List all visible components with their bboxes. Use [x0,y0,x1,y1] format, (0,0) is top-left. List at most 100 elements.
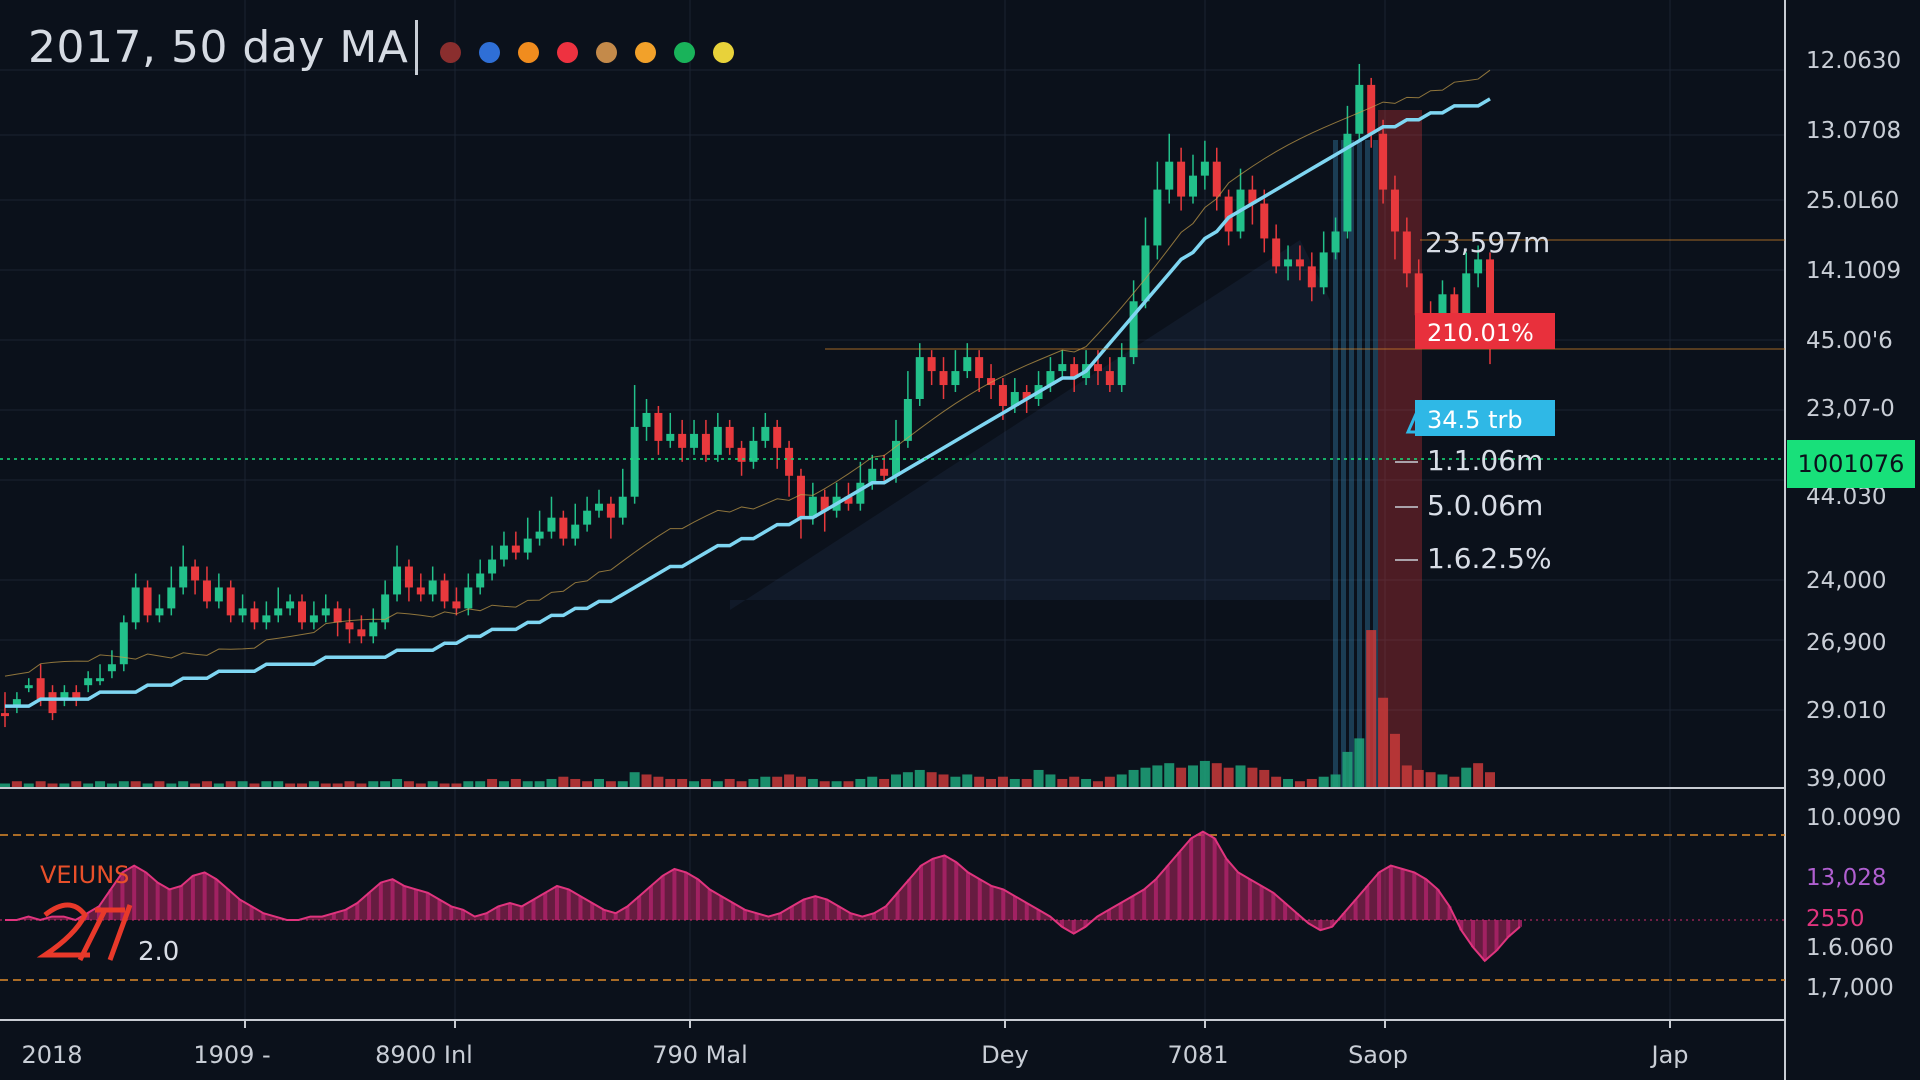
candle[interactable] [1284,245,1293,281]
candle[interactable] [1058,350,1067,379]
candle[interactable] [476,559,485,595]
candle[interactable] [1462,252,1471,323]
candle[interactable] [298,594,306,630]
candle[interactable] [1070,357,1079,393]
candle[interactable] [606,496,615,539]
candle[interactable] [250,601,259,630]
candle[interactable] [654,405,663,455]
candle[interactable] [1189,154,1197,204]
candle[interactable] [547,496,556,539]
candle[interactable] [1,692,9,728]
candlesticks[interactable] [1,63,1494,728]
candle[interactable] [951,350,960,393]
candle[interactable] [1307,252,1316,302]
candle[interactable] [499,531,508,567]
candle[interactable] [309,601,318,630]
candle[interactable] [440,573,449,609]
candle[interactable] [416,573,425,602]
candle[interactable] [630,385,639,504]
candle[interactable] [369,608,378,644]
candle[interactable] [84,671,93,693]
candle[interactable] [345,608,354,644]
candle[interactable] [428,566,437,602]
candle[interactable] [595,489,603,518]
candle[interactable] [488,545,497,581]
candle[interactable] [262,601,271,630]
candle[interactable] [452,587,461,616]
candle[interactable] [796,468,805,539]
legend-dot-6[interactable] [635,42,656,63]
candle[interactable] [1212,147,1221,211]
candle[interactable] [214,573,223,609]
candle[interactable] [535,510,544,546]
legend-dot-8[interactable] [713,42,734,63]
candle[interactable] [143,580,152,623]
candle[interactable] [618,468,627,525]
candle[interactable] [915,343,924,406]
candle[interactable] [393,545,402,602]
candle[interactable] [1295,245,1304,281]
candle[interactable] [24,678,33,693]
candle[interactable] [749,426,758,469]
candle[interactable] [678,419,687,462]
candle[interactable] [404,559,413,602]
legend-dot-1[interactable] [440,42,461,63]
candle[interactable] [701,419,710,462]
candle[interactable] [286,594,295,616]
candle[interactable] [1343,105,1352,239]
legend-dot-3[interactable] [518,42,539,63]
candle[interactable] [96,664,105,686]
candle[interactable] [1129,280,1138,365]
candle[interactable] [60,685,69,707]
candle[interactable] [725,419,734,455]
legend-dot-2[interactable] [479,42,500,63]
candle[interactable] [12,692,21,714]
candle[interactable] [785,440,794,497]
candle[interactable] [1319,231,1328,295]
candle[interactable] [523,517,532,560]
candle[interactable] [1177,147,1186,211]
candle[interactable] [1105,357,1114,393]
candle[interactable] [1331,217,1340,260]
candle[interactable] [119,615,128,672]
candle[interactable] [583,496,592,532]
candle[interactable] [1141,217,1150,309]
candle[interactable] [559,510,568,546]
candle[interactable] [761,412,770,448]
candle[interactable] [333,601,342,637]
color-legend[interactable] [440,42,734,63]
candle[interactable] [238,594,247,623]
candle[interactable] [155,594,164,623]
candle[interactable] [107,650,116,679]
candle[interactable] [713,412,722,462]
legend-dot-7[interactable] [674,42,695,63]
candle[interactable] [1117,343,1126,393]
candle[interactable] [903,371,912,448]
legend-dot-4[interactable] [557,42,578,63]
candle[interactable] [72,685,81,707]
candle[interactable] [274,587,283,623]
candle[interactable] [773,419,782,469]
candle[interactable] [666,412,675,448]
candle[interactable] [856,461,865,511]
candle[interactable] [202,566,211,609]
candle[interactable] [1200,140,1209,190]
candle[interactable] [48,685,57,721]
candle[interactable] [1367,77,1376,148]
candle[interactable] [1355,63,1364,141]
candle[interactable] [939,357,948,399]
candle[interactable] [642,399,651,441]
candle[interactable] [737,440,746,476]
candle[interactable] [131,573,140,630]
candle[interactable] [511,531,520,560]
candle[interactable] [987,364,996,399]
candle[interactable] [179,545,188,595]
candle[interactable] [321,594,330,623]
candle[interactable] [1248,175,1257,225]
candle[interactable] [381,580,390,630]
candle[interactable] [1165,133,1174,204]
candle[interactable] [1390,175,1399,260]
candle[interactable] [1402,217,1411,288]
candle[interactable] [191,559,200,595]
candle[interactable] [571,503,580,546]
